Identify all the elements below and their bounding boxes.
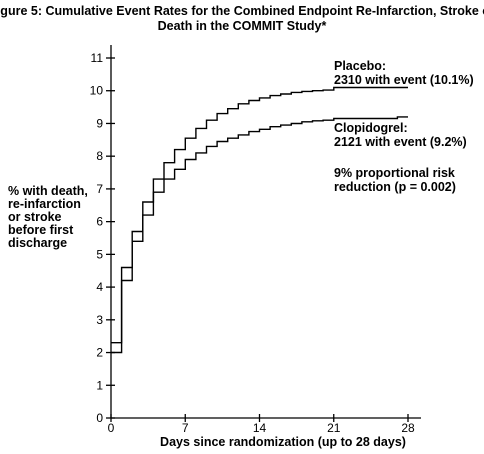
y-tick-label: 0: [96, 411, 103, 425]
x-tick-label: 21: [327, 421, 341, 435]
annotation-placebo-name: Placebo:: [334, 59, 386, 73]
x-tick-label: 0: [108, 421, 115, 435]
y-tick-label: 1: [96, 378, 103, 392]
annotation-clopidogrel-count: 2121 with event (9.2%): [334, 135, 467, 149]
annotation-risk-line2: reduction (p = 0.002): [334, 180, 456, 194]
y-tick-label: 2: [96, 346, 103, 360]
y-tick-label: 7: [96, 182, 103, 196]
x-tick-label: 28: [401, 421, 415, 435]
y-tick-label: 5: [96, 247, 103, 261]
y-tick-label: 8: [96, 149, 103, 163]
annotation-placebo-count: 2310 with event (10.1%): [334, 73, 474, 87]
x-tick-label: 7: [182, 421, 189, 435]
y-tick-label: 9: [96, 116, 103, 130]
y-tick-label: 3: [96, 313, 103, 327]
y-tick-label: 10: [90, 84, 104, 98]
y-axis-ticks: 0 1 2 3 4 5 6 7 8 9 10 11: [90, 51, 115, 425]
x-axis-label: Days since randomization (up to 28 days): [160, 435, 406, 449]
y-axis-label-line1: % with death,: [8, 184, 88, 198]
y-axis-label-line3: or stroke: [8, 210, 62, 224]
chart-title-line2: Death in the COMMIT Study*: [158, 19, 327, 33]
y-axis-label-line4: before first: [8, 223, 74, 237]
annotation-risk-line1: 9% proportional risk: [334, 166, 455, 180]
y-axis-label-line5: discharge: [8, 236, 67, 250]
annotation-clopidogrel-name: Clopidogrel:: [334, 121, 408, 135]
y-axis-label-line2: re-infarction: [8, 197, 81, 211]
series-line-clopidogrel: [111, 116, 408, 354]
y-tick-label: 6: [96, 215, 103, 229]
chart-title-line1: Figure 5: Cumulative Event Rates for the…: [0, 4, 484, 18]
y-tick-label: 11: [91, 51, 104, 65]
x-axis-ticks: 0 7 14 21 28: [108, 414, 415, 435]
y-tick-label: 4: [96, 280, 103, 294]
y-axis-label: % with death, re-infarction or stroke be…: [8, 184, 88, 250]
x-tick-label: 14: [253, 421, 267, 435]
